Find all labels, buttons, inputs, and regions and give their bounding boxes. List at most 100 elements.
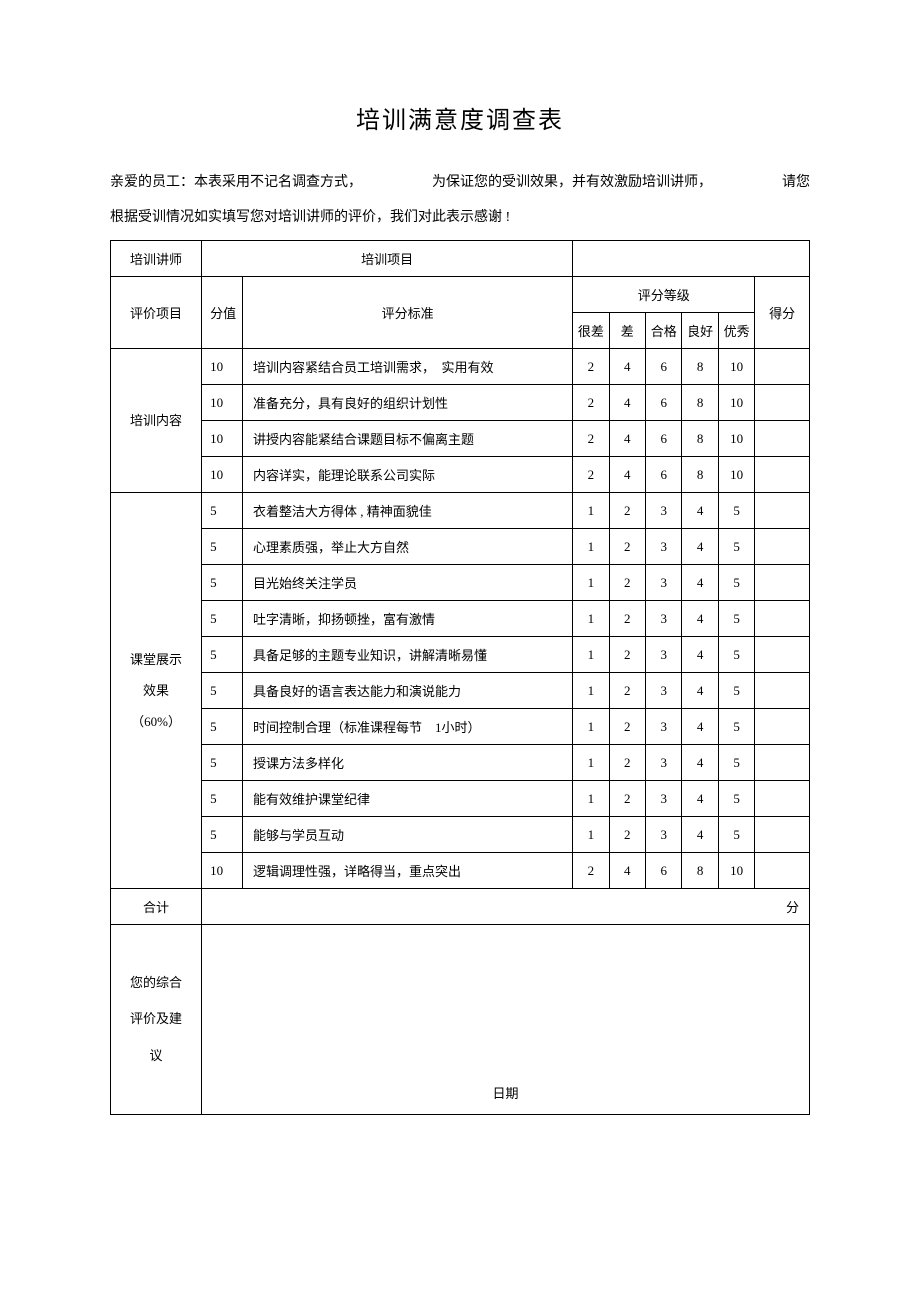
rating-cell[interactable]: 10	[718, 421, 754, 457]
rating-cell[interactable]: 4	[682, 745, 718, 781]
total-value[interactable]: 分	[202, 889, 810, 925]
rating-cell[interactable]: 3	[646, 601, 682, 637]
rating-cell[interactable]: 3	[646, 781, 682, 817]
score-cell[interactable]	[755, 853, 810, 889]
score-cell[interactable]	[755, 817, 810, 853]
rating-cell[interactable]: 5	[718, 493, 754, 529]
rating-cell[interactable]: 1	[573, 529, 609, 565]
rating-cell[interactable]: 4	[682, 673, 718, 709]
rating-cell[interactable]: 4	[609, 385, 645, 421]
rating-cell[interactable]: 6	[646, 349, 682, 385]
rating-cell[interactable]: 4	[682, 493, 718, 529]
rating-cell[interactable]: 3	[646, 745, 682, 781]
hdr-r3: 合格	[646, 313, 682, 349]
score-cell[interactable]	[755, 349, 810, 385]
score-cell[interactable]	[755, 421, 810, 457]
rating-cell[interactable]: 5	[718, 745, 754, 781]
rating-cell[interactable]: 8	[682, 349, 718, 385]
rating-cell[interactable]: 4	[682, 781, 718, 817]
rating-cell[interactable]: 8	[682, 421, 718, 457]
rating-cell[interactable]: 3	[646, 493, 682, 529]
rating-cell[interactable]: 10	[718, 385, 754, 421]
rating-cell[interactable]: 10	[718, 349, 754, 385]
rating-cell[interactable]: 5	[718, 781, 754, 817]
rating-cell[interactable]: 4	[609, 853, 645, 889]
rating-cell[interactable]: 4	[682, 565, 718, 601]
rating-cell[interactable]: 1	[573, 565, 609, 601]
criteria-cell: 具备足够的主题专业知识，讲解清晰易懂	[243, 637, 573, 673]
score-cell[interactable]	[755, 745, 810, 781]
rating-cell[interactable]: 1	[573, 493, 609, 529]
rating-cell[interactable]: 4	[609, 421, 645, 457]
rating-cell[interactable]: 2	[609, 601, 645, 637]
rating-cell[interactable]: 10	[718, 457, 754, 493]
score-cell[interactable]	[755, 637, 810, 673]
rating-cell[interactable]: 1	[573, 781, 609, 817]
rating-cell[interactable]: 2	[573, 457, 609, 493]
rating-cell[interactable]: 2	[573, 853, 609, 889]
rating-cell[interactable]: 6	[646, 421, 682, 457]
rating-cell[interactable]: 3	[646, 565, 682, 601]
rating-cell[interactable]: 8	[682, 457, 718, 493]
rating-cell[interactable]: 4	[682, 817, 718, 853]
rating-cell[interactable]: 5	[718, 709, 754, 745]
rating-cell[interactable]: 3	[646, 637, 682, 673]
rating-cell[interactable]: 1	[573, 637, 609, 673]
rating-cell[interactable]: 2	[609, 493, 645, 529]
rating-cell[interactable]: 1	[573, 709, 609, 745]
rating-cell[interactable]: 5	[718, 637, 754, 673]
score-cell[interactable]	[755, 457, 810, 493]
score-cell[interactable]	[755, 565, 810, 601]
rating-cell[interactable]: 1	[573, 817, 609, 853]
rating-cell[interactable]: 10	[718, 853, 754, 889]
rating-cell[interactable]: 2	[609, 745, 645, 781]
hdr-rating: 评分等级	[573, 277, 755, 313]
weight-cell: 5	[202, 745, 243, 781]
blank-cell[interactable]	[573, 241, 810, 277]
rating-cell[interactable]: 2	[609, 817, 645, 853]
rating-cell[interactable]: 2	[573, 349, 609, 385]
rating-cell[interactable]: 5	[718, 673, 754, 709]
rating-cell[interactable]: 2	[609, 673, 645, 709]
rating-cell[interactable]: 6	[646, 457, 682, 493]
rating-cell[interactable]: 6	[646, 385, 682, 421]
rating-cell[interactable]: 1	[573, 745, 609, 781]
rating-cell[interactable]: 1	[573, 601, 609, 637]
rating-cell[interactable]: 4	[682, 637, 718, 673]
rating-cell[interactable]: 2	[609, 565, 645, 601]
rating-cell[interactable]: 6	[646, 853, 682, 889]
rating-cell[interactable]: 4	[682, 601, 718, 637]
rating-cell[interactable]: 2	[609, 637, 645, 673]
rating-cell[interactable]: 5	[718, 817, 754, 853]
rating-cell[interactable]: 3	[646, 817, 682, 853]
rating-cell[interactable]: 5	[718, 529, 754, 565]
score-cell[interactable]	[755, 493, 810, 529]
rating-cell[interactable]: 3	[646, 529, 682, 565]
rating-cell[interactable]: 4	[682, 529, 718, 565]
rating-cell[interactable]: 2	[609, 709, 645, 745]
weight-cell: 5	[202, 673, 243, 709]
rating-cell[interactable]: 2	[609, 781, 645, 817]
score-cell[interactable]	[755, 385, 810, 421]
weight-cell: 5	[202, 493, 243, 529]
rating-cell[interactable]: 4	[682, 709, 718, 745]
score-cell[interactable]	[755, 709, 810, 745]
rating-cell[interactable]: 3	[646, 709, 682, 745]
score-cell[interactable]	[755, 673, 810, 709]
score-cell[interactable]	[755, 529, 810, 565]
rating-cell[interactable]: 2	[573, 421, 609, 457]
weight-cell: 10	[202, 853, 243, 889]
rating-cell[interactable]: 2	[609, 529, 645, 565]
comments-area[interactable]: 日期	[202, 925, 810, 1115]
rating-cell[interactable]: 5	[718, 601, 754, 637]
score-cell[interactable]	[755, 781, 810, 817]
score-cell[interactable]	[755, 601, 810, 637]
rating-cell[interactable]: 5	[718, 565, 754, 601]
rating-cell[interactable]: 3	[646, 673, 682, 709]
rating-cell[interactable]: 8	[682, 385, 718, 421]
rating-cell[interactable]: 4	[609, 457, 645, 493]
rating-cell[interactable]: 2	[573, 385, 609, 421]
rating-cell[interactable]: 8	[682, 853, 718, 889]
rating-cell[interactable]: 1	[573, 673, 609, 709]
rating-cell[interactable]: 4	[609, 349, 645, 385]
